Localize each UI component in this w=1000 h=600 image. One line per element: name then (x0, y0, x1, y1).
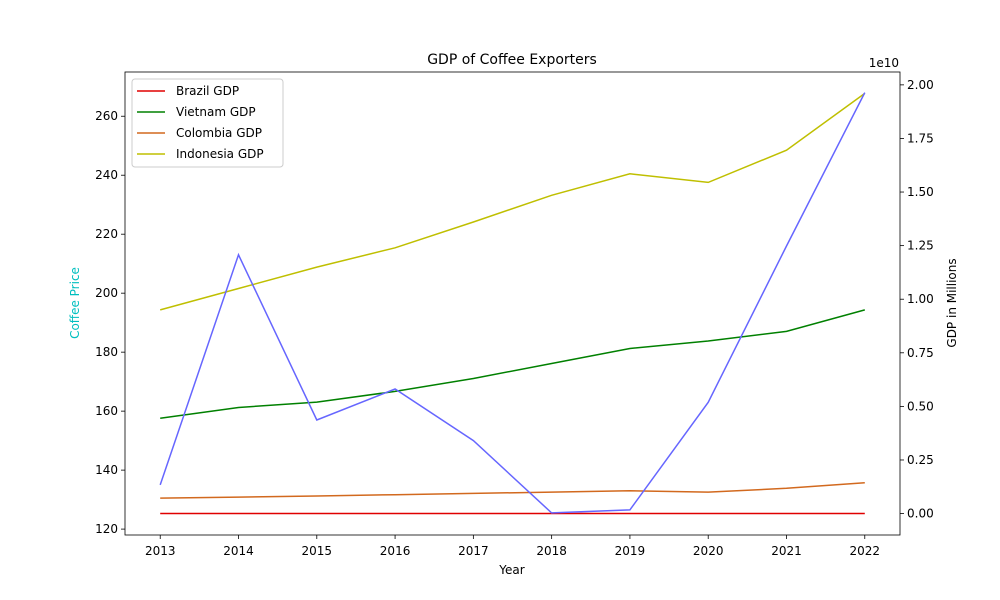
y-left-tick-label: 220 (95, 227, 118, 241)
y-left-tick-label: 120 (95, 522, 118, 536)
y-right-tick-label: 1.75 (907, 131, 934, 145)
legend-label: Indonesia GDP (176, 147, 264, 161)
y-right-tick-label: 0.50 (907, 399, 934, 413)
legend: Brazil GDP Vietnam GDP Colombia GDP Indones… (131, 78, 284, 168)
x-tick-label: 2022 (849, 544, 880, 558)
y-left-tick-label: 260 (95, 109, 118, 123)
y-right-tick-label: 1.50 (907, 185, 934, 199)
legend-label: Vietnam GDP (176, 105, 256, 119)
y-axis-right-multiplier: 1e10 (869, 56, 899, 70)
y-left-tick-label: 240 (95, 168, 118, 182)
y-right-tick-label: 1.00 (907, 292, 934, 306)
x-tick-label: 2016 (380, 544, 411, 558)
x-tick-label: 2015 (302, 544, 333, 558)
x-tick-label: 2019 (615, 544, 646, 558)
y-right-tick-label: 1.25 (907, 239, 934, 253)
series-line-coffee-price (159, 92, 866, 514)
x-tick-label: 2017 (458, 544, 489, 558)
x-tick-label: 2020 (693, 544, 724, 558)
series-line-vietnam-gdp (160, 309, 865, 419)
y-axis-right-label: GDP in Millions (945, 258, 959, 347)
chart-title: GDP of Coffee Exporters (427, 52, 597, 68)
x-axis-label: Year (498, 563, 524, 577)
plot-area: 2013 2014 2015 2016 2017 2018 2019 2020 2021 2022… (95, 71, 934, 558)
x-tick-label: 2018 (536, 544, 567, 558)
legend-box (131, 78, 284, 168)
y-left-tick-label: 200 (95, 286, 118, 300)
y-right-tick-label: 2.00 (907, 78, 934, 92)
y-left-tick-label: 160 (95, 404, 118, 418)
y-left-tick-label: 140 (95, 463, 118, 477)
y-right-tick-label: 0.25 (907, 453, 934, 467)
y-axis-left-label: Coffee Price (68, 267, 82, 339)
x-tick-label: 2014 (223, 544, 254, 558)
y-right-tick-label: 0.75 (907, 346, 934, 360)
series-line-colombia-gdp (160, 481, 865, 499)
y-left-tick-label: 180 (95, 345, 118, 359)
legend-label: Brazil GDP (176, 84, 239, 98)
x-tick-label: 2021 (771, 544, 802, 558)
plot-frame (124, 71, 901, 536)
series-line-indonesia-gdp (160, 92, 866, 311)
legend-label: Colombia GDP (176, 126, 262, 140)
y-right-tick-label: 0.00 (907, 507, 934, 521)
x-tick-label: 2013 (145, 544, 176, 558)
